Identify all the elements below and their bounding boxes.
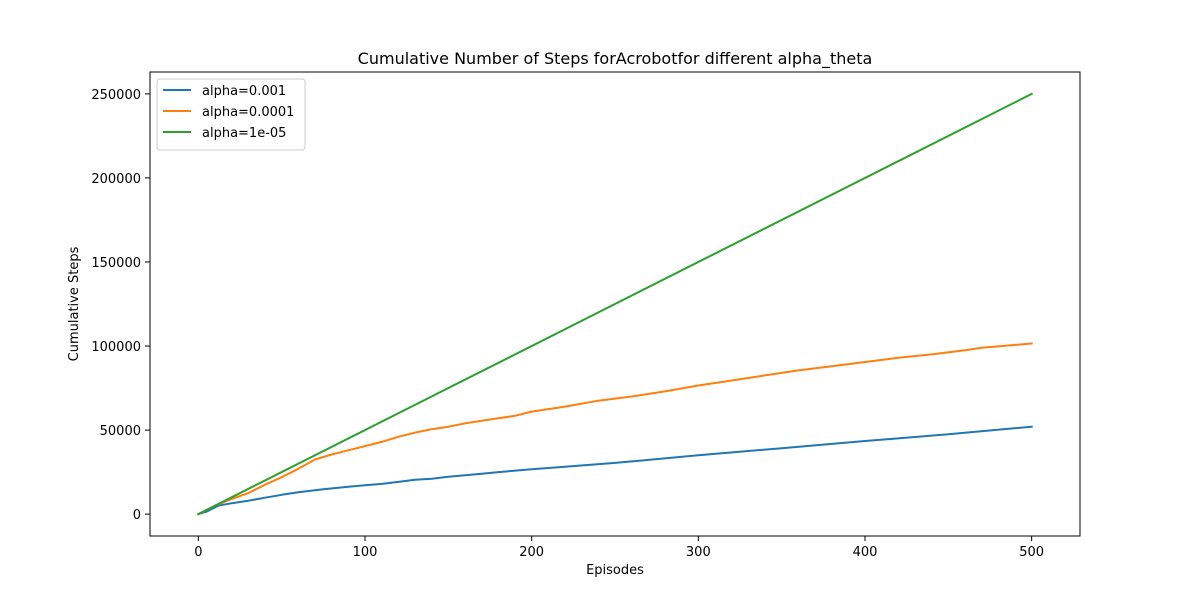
y-tick-label: 200000 [91, 172, 141, 187]
x-tick-label: 300 [686, 545, 711, 560]
chart-title: Cumulative Number of Steps forAcrobotfor… [358, 49, 873, 69]
x-axis-title: Episodes [586, 563, 644, 578]
x-axis: 0 100 200 300 400 500 [194, 536, 1044, 560]
series-layer [196, 92, 1034, 516]
legend-label-2: alpha=1e-05 [202, 126, 286, 141]
series-line-1 [196, 342, 1033, 516]
x-tick-label: 200 [519, 545, 544, 560]
y-tick-label: 150000 [91, 256, 141, 271]
legend-label-0: alpha=0.001 [202, 84, 286, 99]
x-tick-label: 100 [353, 545, 378, 560]
x-tick-label: 0 [194, 545, 202, 560]
legend-label-1: alpha=0.0001 [202, 105, 294, 120]
y-axis-title: Cumulative Steps [67, 246, 82, 361]
x-tick-label: 400 [853, 545, 878, 560]
y-axis: 0 50000 100000 150000 200000 250000 [91, 88, 150, 523]
series-line-0 [197, 425, 1033, 516]
legend-box [156, 78, 306, 151]
legend: alpha=0.001 alpha=0.0001 alpha=1e-05 [156, 78, 306, 151]
y-tick-label: 0 [133, 508, 141, 523]
y-tick-label: 50000 [100, 424, 141, 439]
x-tick-label: 500 [1019, 545, 1044, 560]
y-tick-label: 250000 [91, 88, 141, 103]
plot-frame [149, 71, 1081, 537]
series-line-2 [196, 92, 1034, 516]
y-tick-label: 100000 [91, 340, 141, 355]
